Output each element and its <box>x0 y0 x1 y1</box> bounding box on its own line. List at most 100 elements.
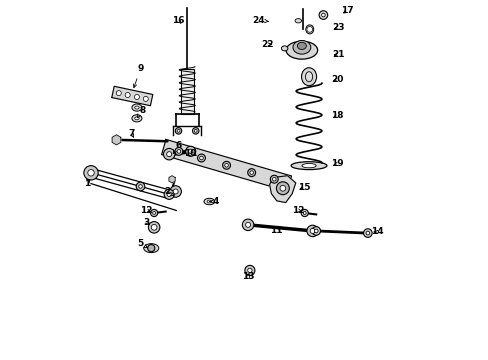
Circle shape <box>319 11 327 19</box>
Text: 20: 20 <box>331 75 343 84</box>
Ellipse shape <box>305 72 312 82</box>
Text: 11: 11 <box>270 226 283 235</box>
Ellipse shape <box>301 68 316 86</box>
Ellipse shape <box>285 41 317 59</box>
Circle shape <box>136 182 144 191</box>
Circle shape <box>314 229 317 233</box>
Circle shape <box>194 130 197 132</box>
Circle shape <box>192 128 199 134</box>
Circle shape <box>272 177 276 181</box>
Text: 21: 21 <box>331 50 344 59</box>
Circle shape <box>185 146 195 156</box>
Circle shape <box>152 212 155 215</box>
Ellipse shape <box>294 19 301 23</box>
Ellipse shape <box>281 46 287 51</box>
Circle shape <box>303 212 305 215</box>
Circle shape <box>177 130 180 132</box>
Text: 9: 9 <box>133 64 143 87</box>
Circle shape <box>306 27 312 32</box>
Circle shape <box>147 244 155 252</box>
Circle shape <box>163 148 175 160</box>
Circle shape <box>151 225 157 230</box>
Circle shape <box>177 150 180 153</box>
Circle shape <box>148 222 160 233</box>
Text: 12: 12 <box>291 206 304 215</box>
Text: 14: 14 <box>370 228 383 237</box>
Circle shape <box>166 152 171 157</box>
Circle shape <box>134 94 139 99</box>
Text: 17: 17 <box>340 6 353 15</box>
Text: 12: 12 <box>140 206 152 215</box>
Ellipse shape <box>301 163 316 168</box>
Polygon shape <box>112 86 152 106</box>
Ellipse shape <box>292 41 310 54</box>
Ellipse shape <box>203 198 214 205</box>
Ellipse shape <box>135 106 139 109</box>
Ellipse shape <box>305 25 313 34</box>
Circle shape <box>247 169 255 176</box>
Circle shape <box>169 186 181 197</box>
Text: 7: 7 <box>128 129 135 138</box>
Circle shape <box>167 192 171 197</box>
Text: 8: 8 <box>137 105 145 118</box>
Text: 19: 19 <box>331 159 344 168</box>
FancyBboxPatch shape <box>180 69 193 114</box>
Circle shape <box>164 189 174 199</box>
Circle shape <box>245 222 250 227</box>
Ellipse shape <box>135 117 139 120</box>
Circle shape <box>242 219 253 230</box>
Ellipse shape <box>290 162 326 170</box>
Circle shape <box>270 175 278 183</box>
Circle shape <box>280 185 285 191</box>
Polygon shape <box>112 135 121 145</box>
Circle shape <box>150 210 158 217</box>
Circle shape <box>321 13 325 17</box>
Text: 18: 18 <box>331 111 343 120</box>
Circle shape <box>301 210 308 217</box>
Ellipse shape <box>297 42 306 49</box>
Circle shape <box>244 265 254 275</box>
Circle shape <box>363 229 371 237</box>
Text: 3: 3 <box>143 218 150 227</box>
Text: 6: 6 <box>173 141 181 153</box>
Ellipse shape <box>207 200 211 203</box>
Circle shape <box>116 91 121 96</box>
Text: 4: 4 <box>209 197 219 206</box>
Circle shape <box>224 163 228 167</box>
Circle shape <box>311 226 320 235</box>
Text: 13: 13 <box>242 272 254 281</box>
Circle shape <box>188 149 192 153</box>
Circle shape <box>139 185 142 188</box>
Circle shape <box>306 225 318 237</box>
Polygon shape <box>169 176 175 183</box>
Text: 22: 22 <box>261 40 273 49</box>
Circle shape <box>366 231 369 235</box>
Text: 5: 5 <box>137 239 147 248</box>
Polygon shape <box>269 176 295 203</box>
Circle shape <box>83 166 98 180</box>
Circle shape <box>309 228 314 233</box>
Circle shape <box>197 154 205 162</box>
Ellipse shape <box>132 115 142 122</box>
Text: 16: 16 <box>172 16 184 25</box>
Circle shape <box>247 268 251 273</box>
Text: 1: 1 <box>83 179 90 188</box>
Circle shape <box>199 156 203 160</box>
Circle shape <box>173 189 178 194</box>
Circle shape <box>222 161 230 169</box>
Ellipse shape <box>143 244 159 253</box>
Circle shape <box>143 96 148 102</box>
Text: 15: 15 <box>298 183 310 192</box>
Text: 10: 10 <box>184 149 197 158</box>
Polygon shape <box>161 139 291 191</box>
Circle shape <box>88 170 94 176</box>
Text: 23: 23 <box>331 23 344 32</box>
Circle shape <box>276 182 289 195</box>
Circle shape <box>125 93 130 98</box>
Text: 24: 24 <box>252 16 267 25</box>
Ellipse shape <box>132 104 142 111</box>
Circle shape <box>175 128 182 134</box>
Circle shape <box>249 171 253 174</box>
Text: 2: 2 <box>164 187 173 196</box>
Circle shape <box>175 148 183 156</box>
